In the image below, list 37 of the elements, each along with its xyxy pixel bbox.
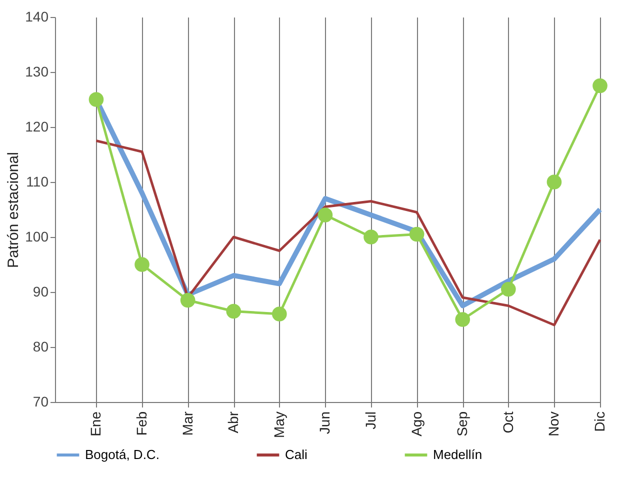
- y-axis-title: Patrón estacional: [5, 152, 22, 268]
- x-tick-label: Oct: [500, 411, 516, 434]
- point: [226, 304, 242, 319]
- point: [180, 292, 196, 308]
- legend-label: Medellín: [433, 447, 482, 462]
- x-tick-label: May: [270, 412, 287, 438]
- y-tick-label: 130: [25, 64, 49, 80]
- legend-label: Bogotá, D.C.: [85, 447, 160, 462]
- legend-label: Cali: [285, 447, 308, 462]
- x-tick-label: Nov: [546, 412, 562, 436]
- x-tick-label: Abr: [225, 411, 242, 434]
- y-tick-label: 120: [25, 118, 49, 134]
- x-tick-label: Jun: [316, 412, 333, 434]
- point: [88, 92, 104, 107]
- y-tick-label: 70: [32, 394, 49, 410]
- point: [272, 306, 287, 322]
- x-tick-label: Mar: [179, 411, 196, 436]
- x-tick-label: Ago: [408, 411, 424, 436]
- y-tick-label: 100: [25, 228, 49, 244]
- x-tick-label: Sep: [454, 411, 470, 436]
- point: [134, 257, 150, 272]
- x-tick-label: Jul: [362, 412, 379, 430]
- x-tick-label: Ene: [88, 411, 104, 436]
- point: [318, 208, 333, 222]
- y-tick-label: 110: [26, 174, 49, 190]
- x-tick-label: Feb: [134, 411, 150, 436]
- y-tick-label: 80: [32, 338, 49, 354]
- line-series: [94, 140, 602, 326]
- x-tick-label: Dic: [592, 412, 608, 432]
- point: [500, 282, 516, 297]
- point: [409, 226, 424, 242]
- point: [592, 78, 608, 94]
- point: [364, 230, 378, 244]
- point: [455, 312, 470, 327]
- y-tick-label: 90: [32, 284, 49, 300]
- point: [546, 174, 562, 190]
- y-tick-label: 140: [25, 8, 49, 24]
